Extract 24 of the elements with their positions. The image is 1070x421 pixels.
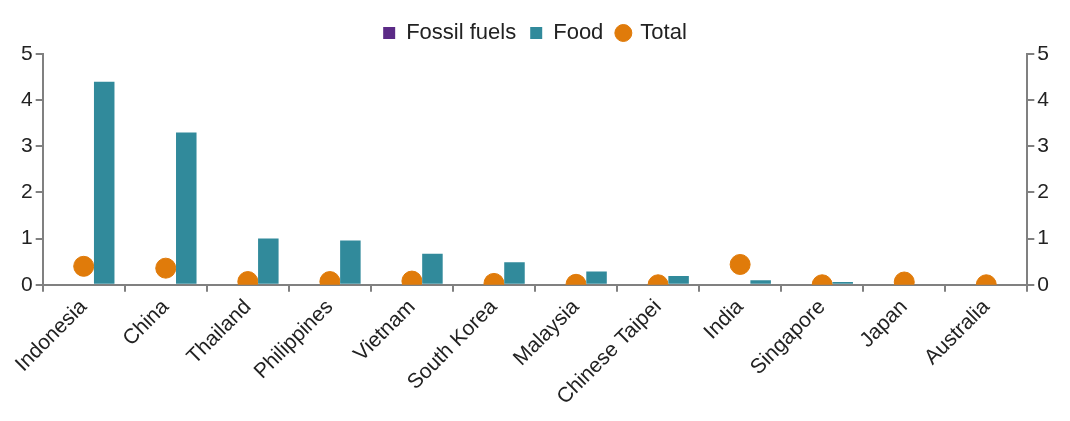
- bar: [586, 271, 607, 284]
- y2-tick-label: 0: [1037, 271, 1050, 295]
- legend-label: Food: [553, 19, 604, 45]
- bar: [750, 280, 771, 284]
- legend-label: Total: [640, 19, 687, 45]
- y-tick-label: 4: [20, 86, 33, 110]
- y-tick-label: 0: [20, 271, 33, 295]
- y2-tick-label: 3: [1037, 133, 1050, 157]
- bar: [176, 132, 197, 284]
- y2-tick-label: 4: [1037, 86, 1050, 110]
- bar: [422, 253, 443, 284]
- legend-label: Fossil fuels: [406, 19, 517, 45]
- bar: [668, 276, 689, 284]
- y2-tick-label: 2: [1037, 179, 1050, 203]
- y-tick-label: 5: [20, 40, 33, 64]
- y-tick-label: 3: [20, 133, 33, 157]
- bar: [340, 240, 361, 284]
- bar: [93, 81, 115, 284]
- y2-tick-label: 1: [1037, 225, 1050, 249]
- bar: [504, 262, 525, 284]
- y2-tick-label: 5: [1037, 40, 1050, 64]
- bar: [258, 238, 279, 284]
- y-tick-label: 1: [20, 225, 33, 249]
- y-tick-label: 2: [20, 179, 33, 203]
